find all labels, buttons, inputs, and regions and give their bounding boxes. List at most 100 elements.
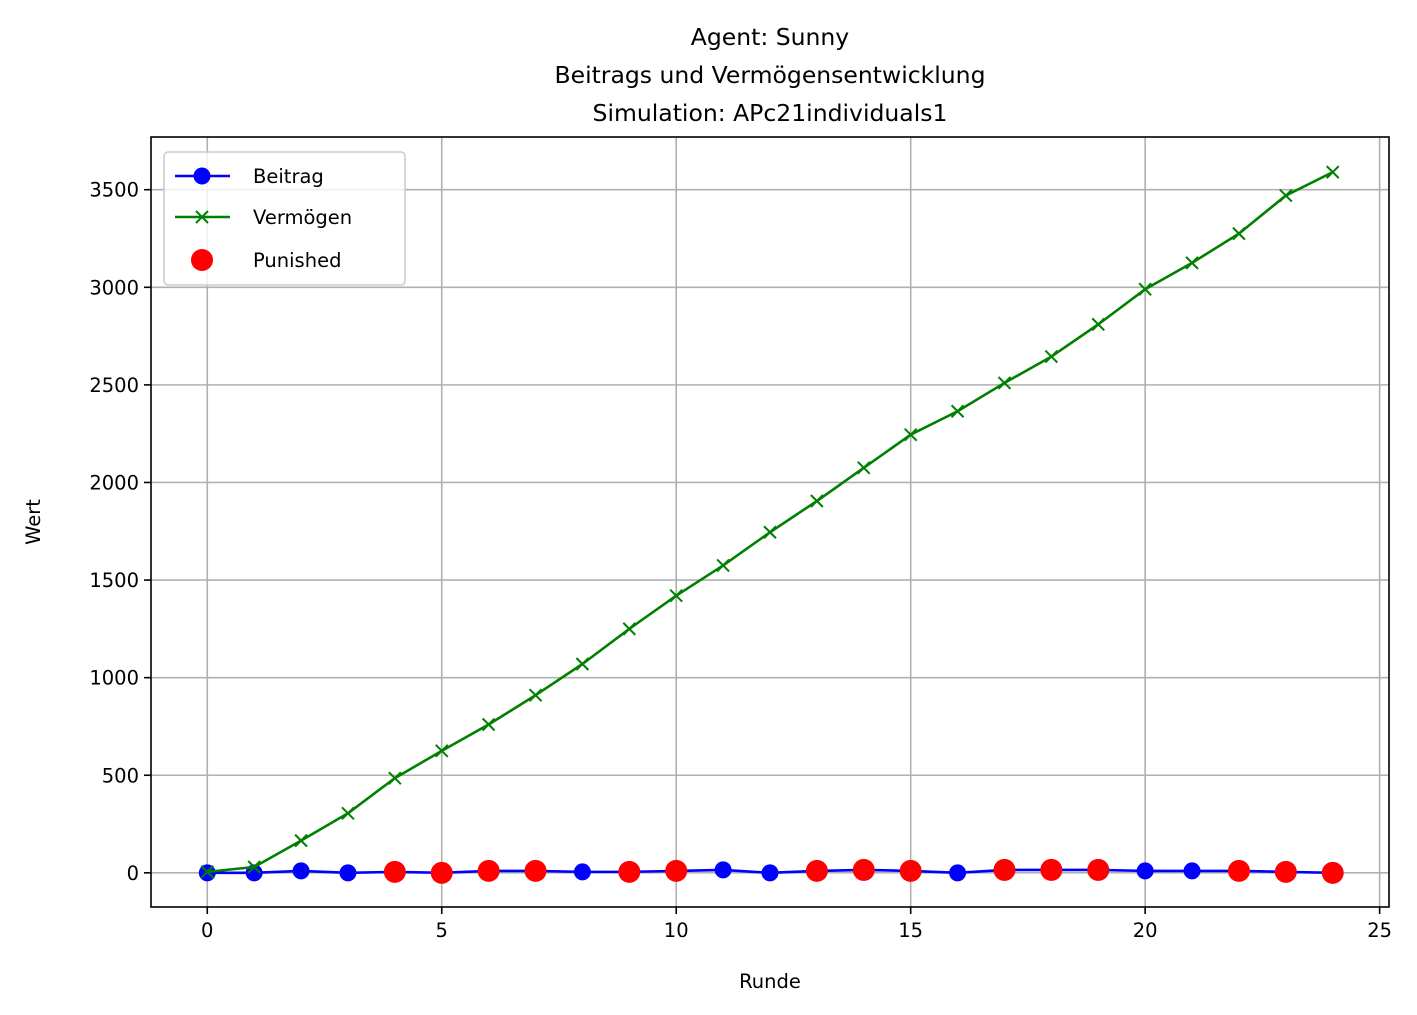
legend-label: Punished — [253, 249, 341, 272]
punished-point — [1274, 860, 1297, 883]
x-marker-stroke — [1138, 282, 1152, 296]
punished-point — [1227, 859, 1250, 882]
plot-series — [198, 165, 1344, 884]
legend-box — [163, 151, 406, 286]
chart-title-line-2: Beitrags und Vermögensentwicklung — [554, 61, 985, 89]
punished-point — [1040, 858, 1063, 881]
vermoegen-point — [1138, 282, 1152, 296]
punished-point — [524, 859, 547, 882]
x-tick-label: 5 — [436, 919, 448, 942]
punished-point — [383, 860, 406, 883]
x-tick-label: 0 — [201, 919, 213, 942]
legend-swatch-marker — [195, 210, 209, 224]
legend-swatch-marker — [193, 167, 211, 185]
beitrag-point — [1183, 862, 1201, 880]
punished-point — [430, 861, 453, 884]
x-marker-stroke — [622, 622, 637, 636]
x-tick-label: 25 — [1367, 919, 1392, 942]
x-axis-label: Runde — [739, 970, 801, 993]
punished-point — [805, 859, 828, 882]
x-marker-stroke — [341, 806, 355, 821]
punished-point — [1087, 858, 1110, 881]
x-marker-stroke — [669, 588, 683, 603]
y-tick-label: 2500 — [89, 374, 139, 397]
x-marker-stroke — [1326, 165, 1340, 179]
vermoegen-point — [669, 588, 683, 603]
legend-swatch-marker — [191, 249, 213, 271]
y-axis-label: Wert — [22, 499, 45, 545]
x-marker-stroke — [1091, 317, 1105, 332]
vermoegen-point — [763, 525, 777, 539]
vermoegen-point — [857, 461, 871, 475]
x-tick-label: 20 — [1133, 919, 1158, 942]
punished-point — [852, 858, 875, 881]
x-marker-stroke — [200, 865, 214, 879]
legend-label: Vermögen — [253, 206, 352, 229]
legend-label: Beitrag — [253, 165, 324, 188]
x-tick-label: 15 — [898, 919, 923, 942]
vermoegen-point — [528, 688, 543, 702]
punished-point — [993, 858, 1016, 881]
vermoegen-point — [341, 806, 355, 821]
beitrag-point — [761, 864, 779, 882]
chart-title: Agent: Sunny Beitrags und Vermögensentwi… — [554, 23, 985, 127]
vermoegen-point — [622, 622, 637, 636]
y-tick-label: 0 — [127, 862, 139, 885]
x-marker-stroke — [1044, 349, 1059, 364]
y-tick-label: 500 — [102, 764, 139, 787]
vermoegen-point — [997, 376, 1012, 390]
x-marker-stroke — [997, 376, 1012, 390]
x-marker-stroke — [1279, 188, 1293, 203]
punished-point — [899, 859, 922, 882]
vermoegen-point — [1185, 256, 1199, 270]
x-marker-stroke — [247, 860, 261, 874]
y-tick-label: 2000 — [89, 471, 139, 494]
vermoegen-point — [388, 771, 402, 785]
vermoegen-point — [716, 558, 730, 573]
vermoegen-point — [481, 717, 496, 732]
punished-point — [477, 859, 500, 882]
axis-ticks: 0 5 10 15 20 25 0 500 1000 1500 2000 2500 3000 3500 — [89, 179, 1392, 942]
vermoegen-point — [1326, 165, 1340, 179]
vermoegen-point — [435, 744, 449, 758]
y-tick-label: 1000 — [89, 667, 139, 690]
x-marker-stroke — [575, 657, 590, 671]
x-marker-stroke — [294, 833, 308, 848]
vermoegen-point — [810, 494, 824, 508]
beitrag-point — [1136, 862, 1154, 880]
y-tick-label: 3000 — [89, 276, 139, 299]
x-marker-stroke — [763, 525, 777, 539]
beitrag-point — [573, 863, 591, 881]
x-tick-label: 10 — [664, 919, 689, 942]
x-marker-stroke — [435, 744, 449, 758]
x-marker-stroke — [388, 771, 402, 785]
x-marker-stroke — [716, 558, 730, 573]
x-marker-stroke — [1185, 256, 1199, 270]
x-marker-stroke — [857, 461, 871, 475]
vermoegen-point — [294, 833, 308, 848]
vermoegen-point — [950, 404, 965, 418]
punished-point — [1321, 861, 1344, 884]
vermoegen-point — [200, 865, 214, 879]
punished-point — [618, 860, 641, 883]
chart-title-line-1: Agent: Sunny — [691, 23, 850, 51]
beitrag-point — [714, 861, 732, 879]
vermoegen-point — [1232, 226, 1246, 241]
plot-frame — [150, 136, 1390, 908]
x-marker-stroke — [903, 427, 918, 442]
x-marker-stroke — [950, 404, 965, 418]
y-tick-label: 1500 — [89, 569, 139, 592]
vermoegen-point — [1091, 317, 1105, 332]
beitrag-point — [949, 864, 967, 882]
vermoegen-point — [1044, 349, 1059, 364]
vermoegen-point — [903, 427, 918, 442]
grid — [151, 137, 1389, 907]
vermoegen-point — [1279, 188, 1293, 203]
beitrag-point — [292, 862, 310, 880]
vermoegen-point — [575, 657, 590, 671]
y-tick-label: 3500 — [89, 179, 139, 202]
chart-title-line-3: Simulation: APc21individuals1 — [593, 99, 948, 127]
vermoegen-point — [247, 860, 261, 874]
x-marker-stroke — [810, 494, 824, 508]
